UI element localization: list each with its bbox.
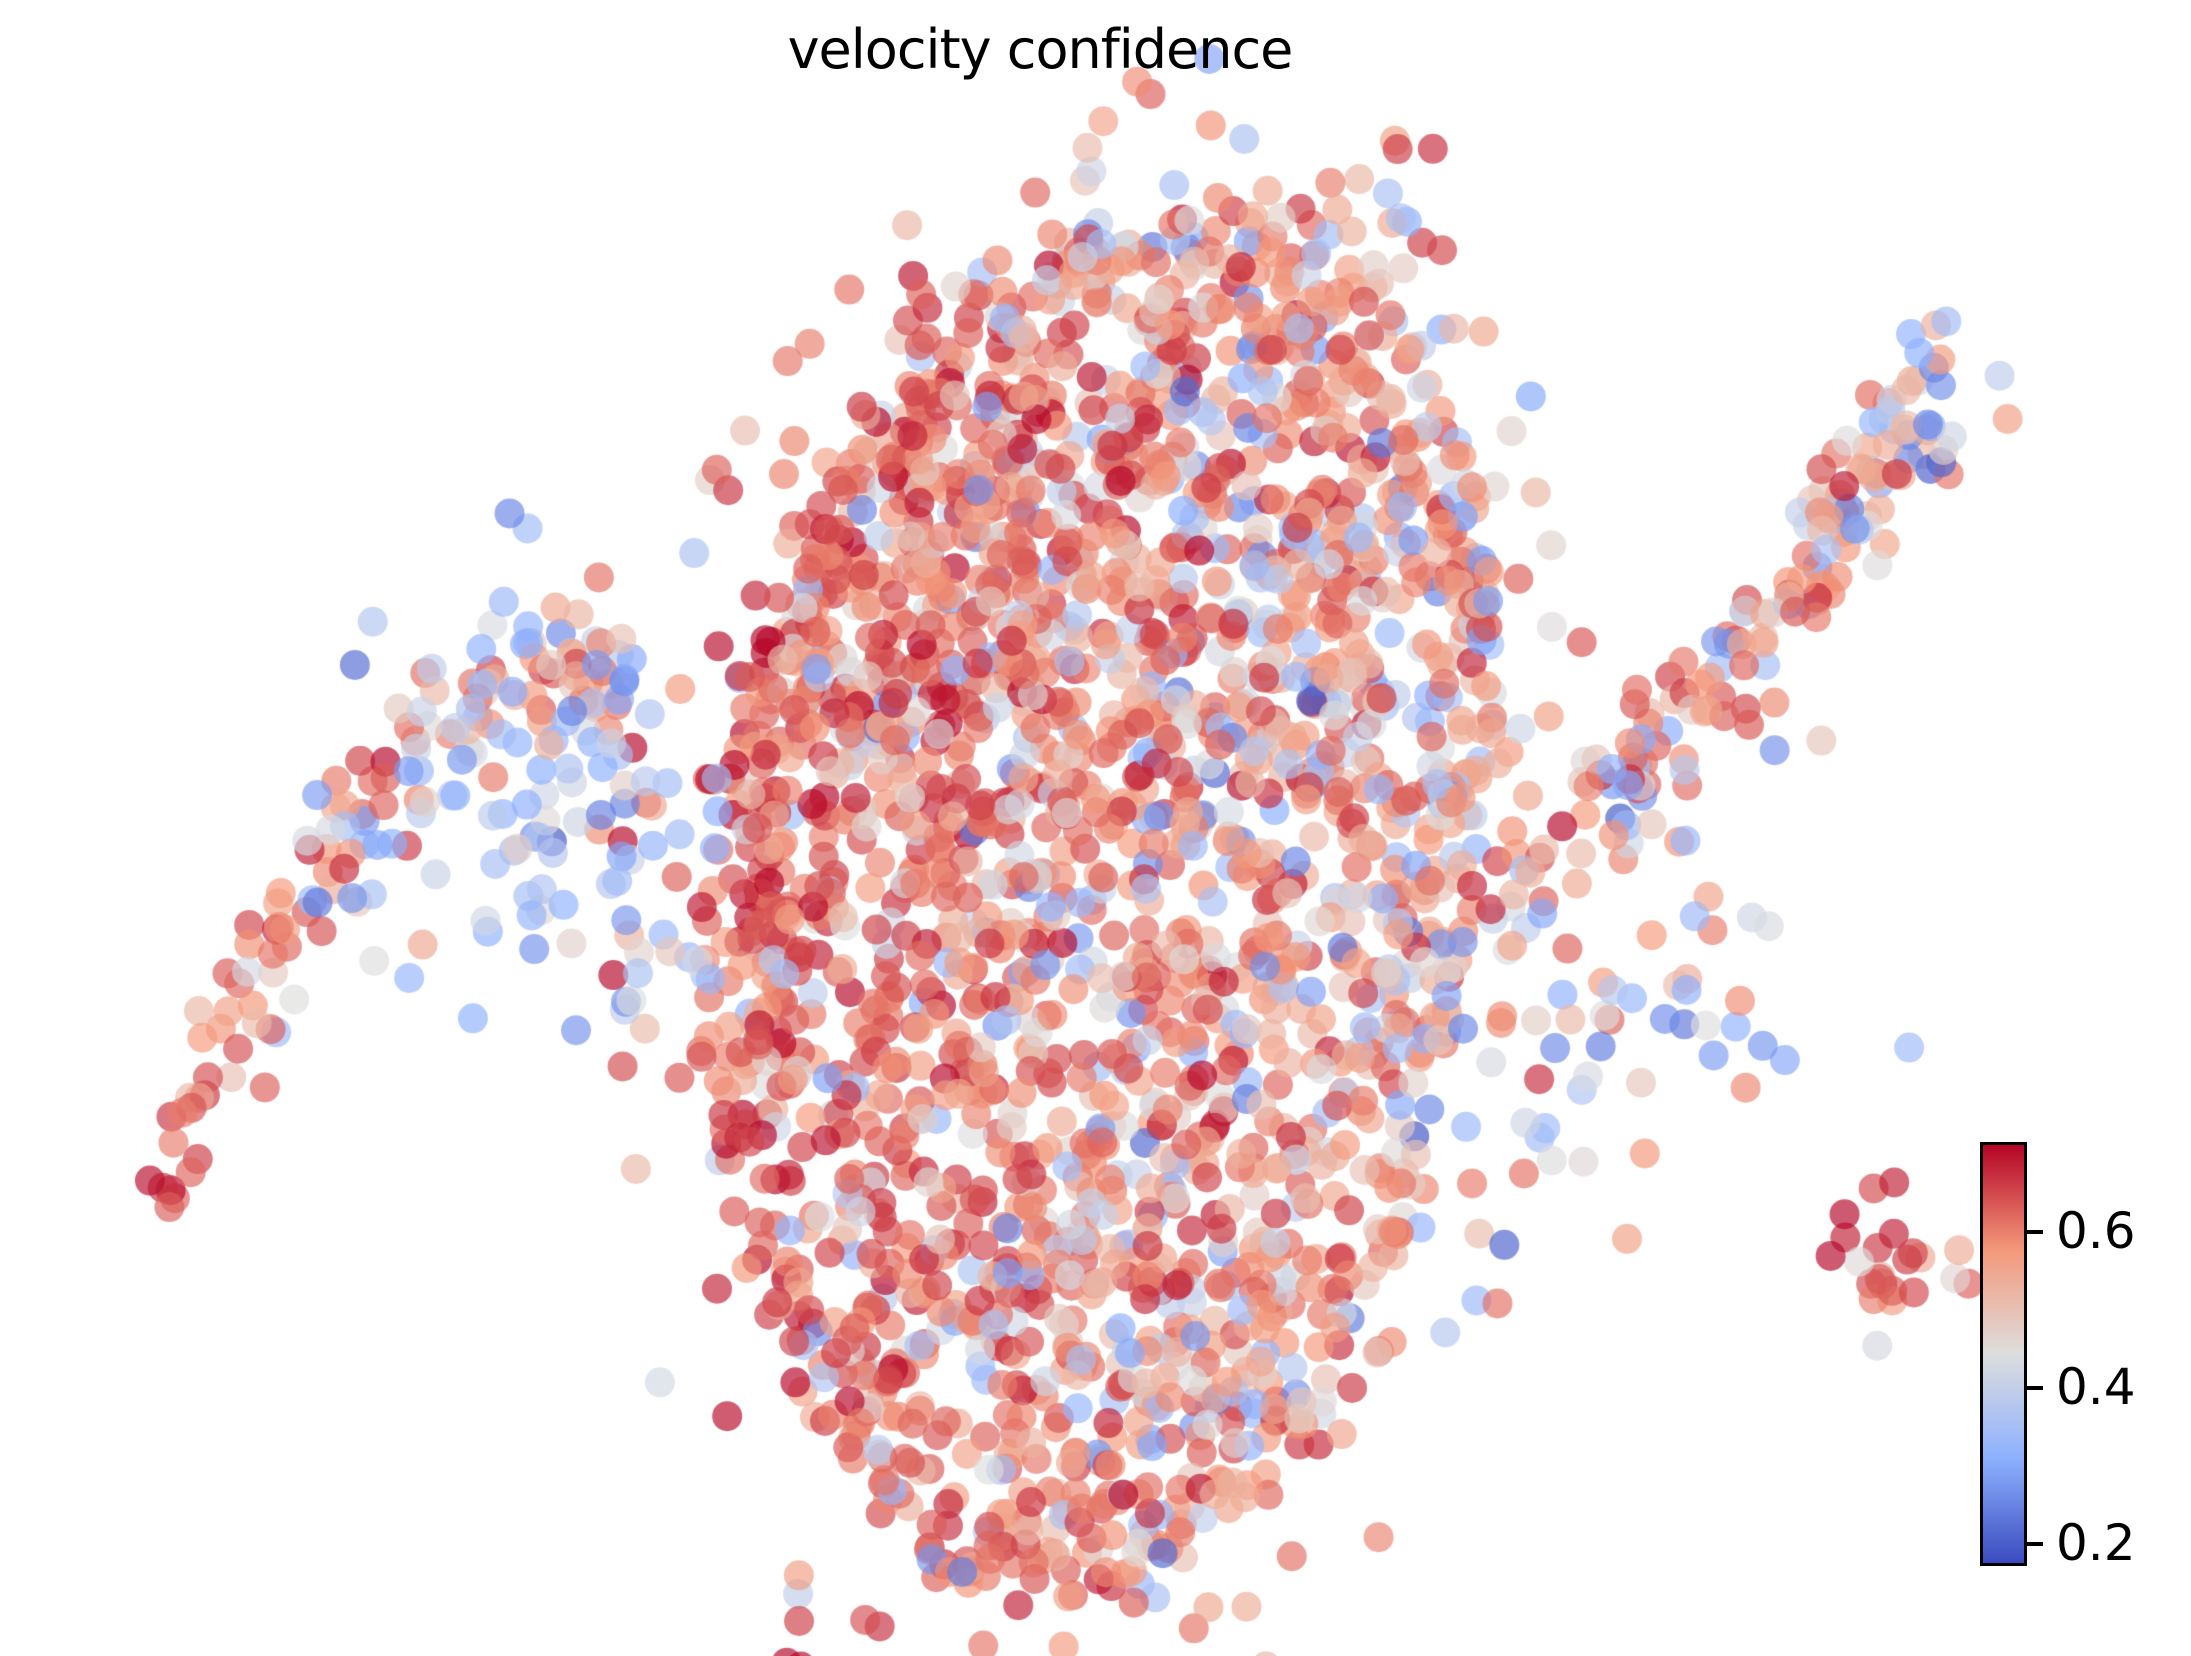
colorbar-tickmark xyxy=(2027,1386,2043,1391)
colorbar: 0.6 0.4 0.2 xyxy=(1980,1142,2190,1572)
colorbar-tick-label: 0.6 xyxy=(2056,1202,2136,1261)
colorbar-tick-label: 0.2 xyxy=(2056,1514,2136,1573)
colorbar-tickmark xyxy=(2027,1230,2043,1235)
plot-title: velocity confidence xyxy=(787,18,1294,81)
colorbar-tick-label: 0.4 xyxy=(2056,1358,2136,1417)
colorbar-gradient xyxy=(1980,1142,2027,1566)
colorbar-tickmark xyxy=(2027,1542,2043,1547)
